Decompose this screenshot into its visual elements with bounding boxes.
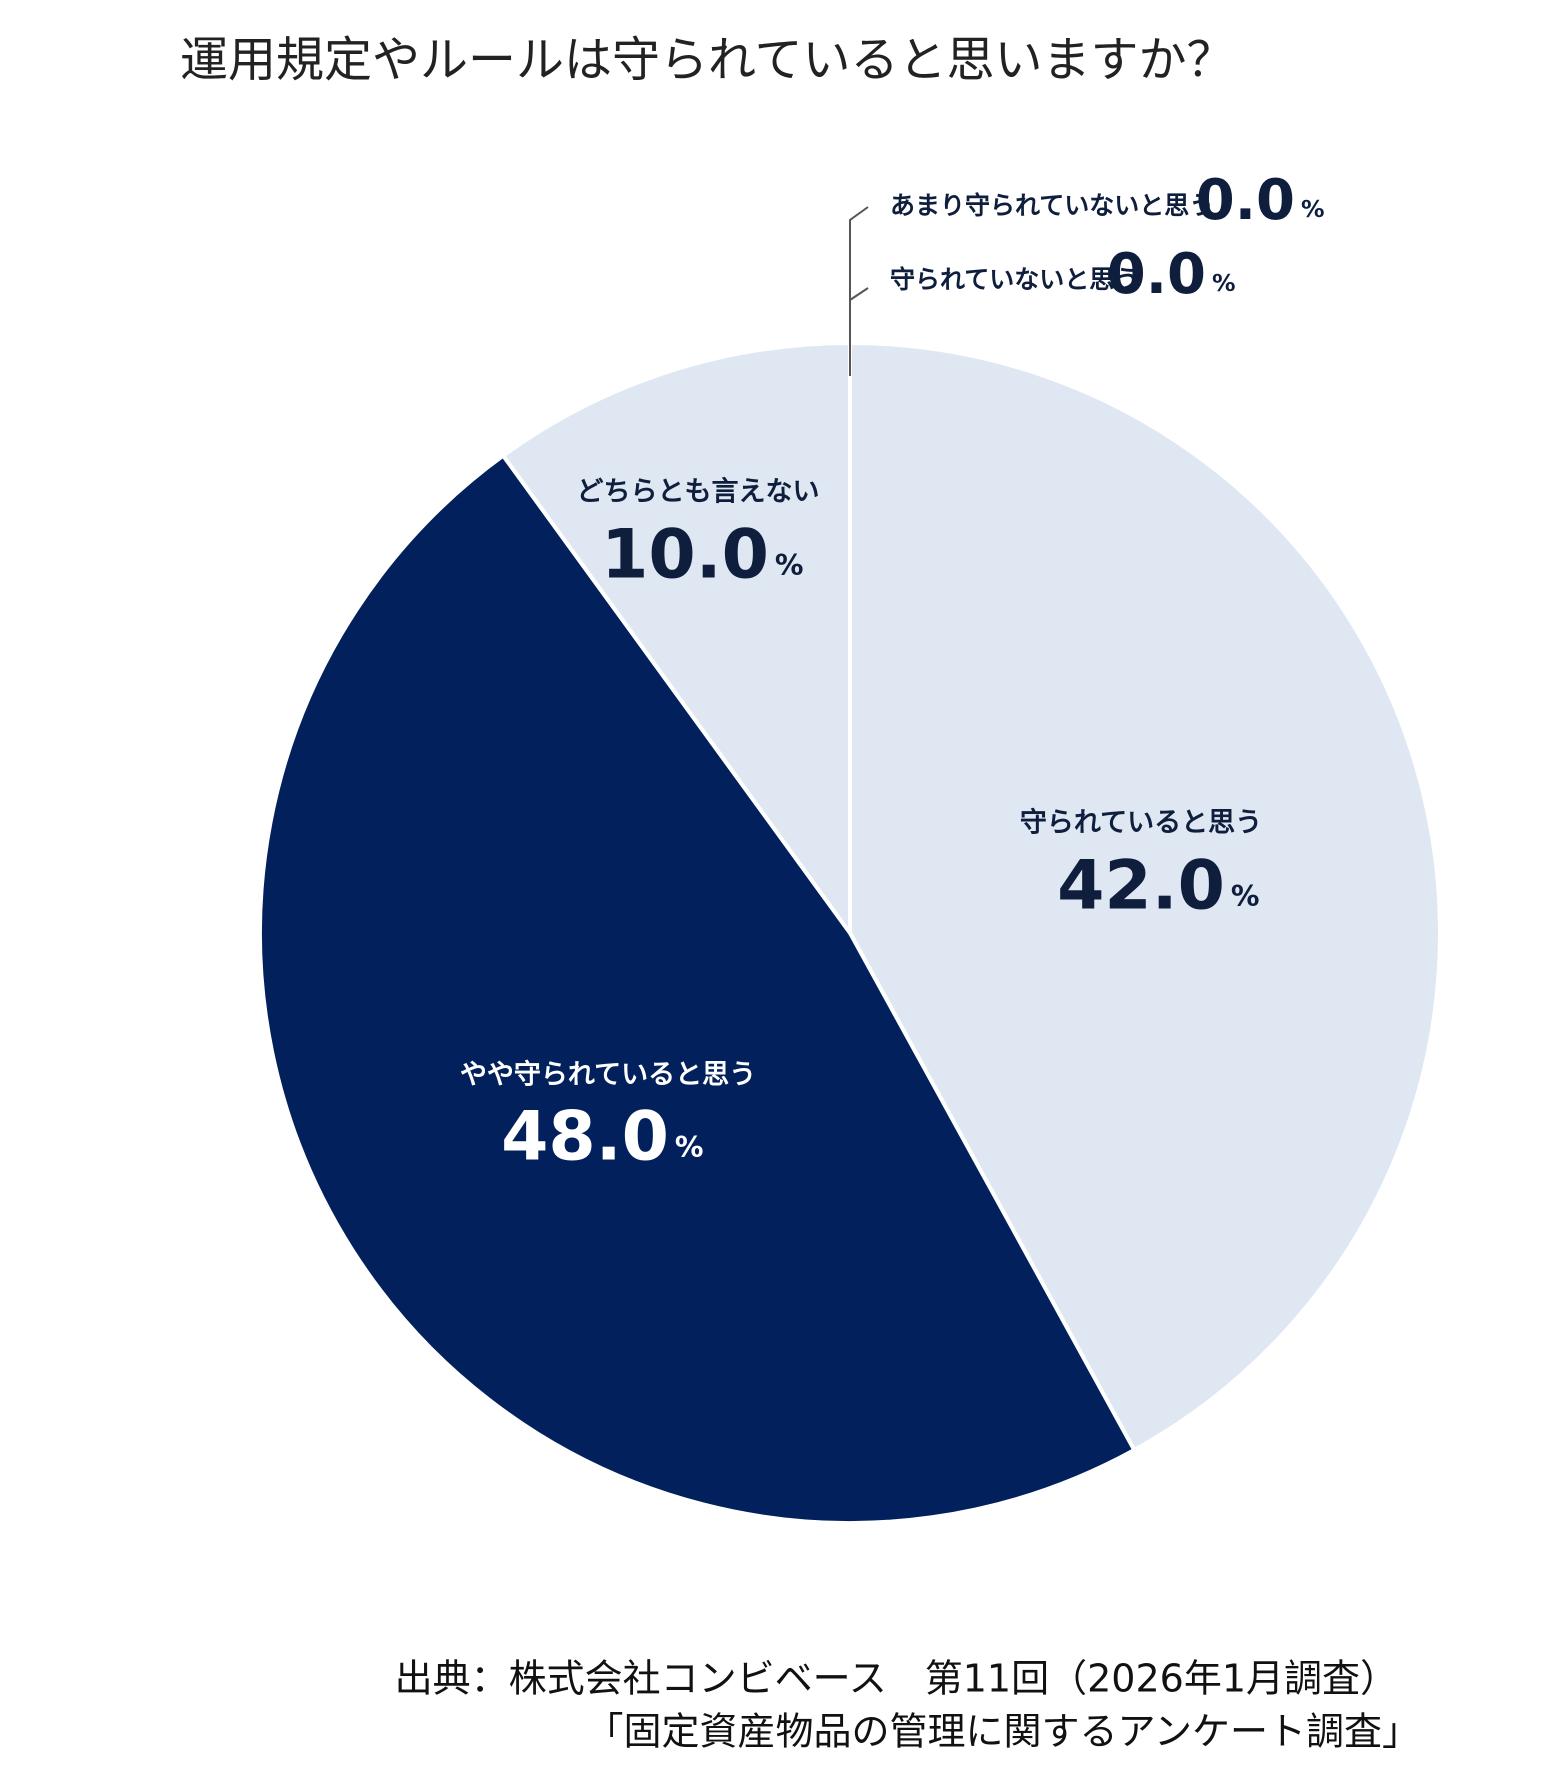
category-label: どちらとも言えない (577, 477, 820, 508)
unit-label: % (1301, 195, 1325, 223)
unit-label: % (1231, 879, 1260, 913)
pie-slice (848, 340, 1442, 1453)
value-label: 0.0 (1107, 242, 1206, 307)
leader-line (849, 206, 869, 376)
category-label: 守られていないと思う (890, 265, 1139, 294)
unit-label: % (675, 1130, 704, 1164)
leader-lines (849, 206, 869, 376)
unit-label: % (1212, 269, 1236, 297)
pie (258, 340, 1442, 1525)
value-label: 42.0 (1057, 847, 1225, 926)
source-line: 「固定資産物品の管理に関するアンケート調査」 (586, 1710, 1420, 1754)
value-label: 48.0 (501, 1098, 669, 1177)
labels: 守られていると思う 42.0 % やや守られていると思う 48.0 % どちらとも言えない 1… (460, 168, 1325, 1176)
source-line: 出典：株式会社コンビベース 第11回（2026年1月調査） (395, 1657, 1398, 1701)
category-label: 守られていると思う (1020, 807, 1262, 839)
category-label: やや守られていると思う (460, 1059, 756, 1091)
chart-title: 運用規定やルールは守られていると思いますか？ (180, 32, 1235, 88)
pie-slice (500, 340, 852, 940)
leader-line (849, 287, 869, 301)
category-label: あまり守られていないと思う (890, 191, 1214, 220)
value-label: 0.0 (1196, 168, 1295, 233)
pie-slice (258, 452, 1137, 1525)
value-label: 10.0 (601, 516, 769, 595)
unit-label: % (775, 548, 804, 582)
